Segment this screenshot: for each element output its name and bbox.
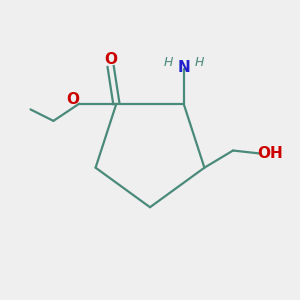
Text: N: N	[177, 60, 190, 75]
Text: H: H	[163, 56, 172, 69]
Text: H: H	[195, 56, 204, 69]
Text: O: O	[66, 92, 80, 107]
Text: O: O	[104, 52, 117, 67]
Text: OH: OH	[257, 146, 283, 161]
